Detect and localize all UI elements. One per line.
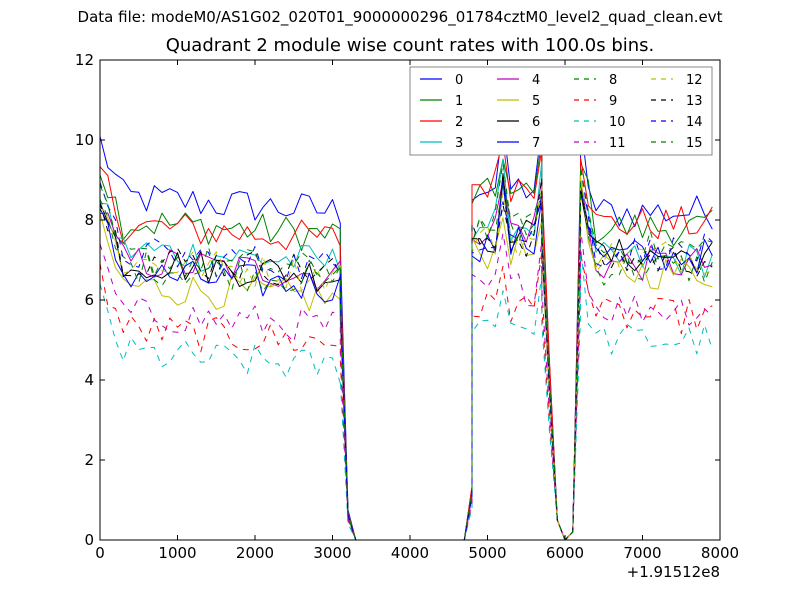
series-layer xyxy=(99,120,713,541)
chart-title: Quadrant 2 module wise count rates with … xyxy=(165,35,655,56)
x-tick-label: 7000 xyxy=(623,544,661,562)
series-line-15 xyxy=(99,163,713,541)
legend-label-1: 1 xyxy=(455,94,463,109)
series-line-3 xyxy=(99,158,713,541)
y-tick-label: 6 xyxy=(84,291,94,309)
series-line-2 xyxy=(99,141,713,541)
x-tick-label: 1000 xyxy=(158,544,196,562)
y-tick-label: 2 xyxy=(84,451,94,469)
x-tick-label: 4000 xyxy=(391,544,429,562)
y-tick-label: 4 xyxy=(84,371,94,389)
legend-label-6: 6 xyxy=(532,115,540,130)
legend-label-3: 3 xyxy=(455,136,463,151)
legend-label-5: 5 xyxy=(532,94,540,109)
legend-label-4: 4 xyxy=(532,73,540,88)
legend-label-7: 7 xyxy=(532,136,540,151)
legend-label-12: 12 xyxy=(686,73,703,88)
series-line-8 xyxy=(99,182,713,541)
legend-label-2: 2 xyxy=(455,115,463,130)
series-line-4 xyxy=(99,178,713,541)
series-line-13 xyxy=(99,177,713,541)
legend-label-10: 10 xyxy=(609,115,626,130)
series-line-6 xyxy=(99,173,713,541)
x-axis-offset-label: +1.91512e8 xyxy=(627,563,720,581)
axes-layer: 0 1000 2000 3000 4000 5000 6000 7000 80000246810… xyxy=(75,51,739,581)
series-line-10 xyxy=(99,244,713,541)
legend-label-15: 15 xyxy=(686,136,703,151)
legend-box xyxy=(409,66,713,156)
series-line-5 xyxy=(99,176,713,541)
y-tick-label: 8 xyxy=(84,211,94,229)
x-tick-label: 8000 xyxy=(701,544,739,562)
legend-label-8: 8 xyxy=(609,73,617,88)
legend-label-9: 9 xyxy=(609,94,617,109)
x-tick-label: 6000 xyxy=(546,544,584,562)
y-tick-label: 10 xyxy=(75,131,94,149)
x-tick-label: 0 xyxy=(95,544,105,562)
figure-supertitle: Data file: modeM0/AS1G02_020T01_90000002… xyxy=(77,8,723,26)
x-tick-label: 2000 xyxy=(236,544,274,562)
series-line-11 xyxy=(99,227,713,541)
x-tick-label: 5000 xyxy=(468,544,506,562)
series-line-1 xyxy=(99,140,713,541)
y-tick-label: 0 xyxy=(84,531,94,549)
series-line-9 xyxy=(99,251,713,541)
series-line-0 xyxy=(99,120,713,541)
legend-label-13: 13 xyxy=(686,94,703,109)
legend-label-0: 0 xyxy=(455,73,463,88)
legend-label-11: 11 xyxy=(609,136,626,151)
x-tick-label: 3000 xyxy=(313,544,351,562)
legend-label-14: 14 xyxy=(686,115,703,130)
series-line-7 xyxy=(99,181,713,541)
y-tick-label: 12 xyxy=(75,51,94,69)
